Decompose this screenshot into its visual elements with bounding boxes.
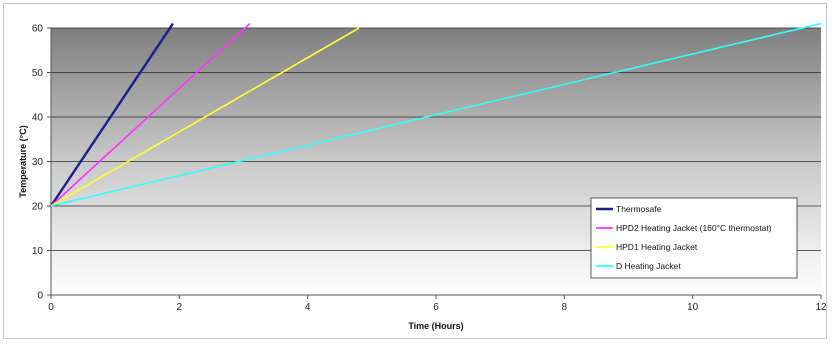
y-axis-ticks: 0 10 20 30 40 50 60	[32, 24, 51, 302]
x-tick-label-3: 6	[433, 302, 439, 313]
x-tick-label-1: 2	[177, 302, 183, 313]
legend-label-2: HPD1 Heating Jacket	[616, 242, 698, 252]
y-tick-label-3: 30	[32, 157, 44, 168]
y-tick-label-5: 50	[32, 68, 44, 79]
y-tick-label-4: 40	[32, 113, 44, 124]
series-line-1	[50, 22, 251, 207]
legend-box	[590, 197, 798, 279]
y-tick-label-6: 60	[32, 24, 44, 35]
x-tick-label-5: 10	[687, 302, 699, 313]
y-tick-label-2: 20	[32, 202, 44, 213]
y-tick-label-1: 10	[32, 246, 44, 257]
series-lines	[50, 22, 822, 207]
legend-label-3: D Heating Jacket	[616, 261, 681, 271]
legend-label-0: Thermosafe	[616, 204, 662, 214]
x-tick-label-6: 12	[815, 302, 827, 313]
x-axis-ticks: 0 2 4 6 8 10 12	[48, 295, 827, 313]
x-tick-label-2: 4	[305, 302, 311, 313]
legend-label-1: HPD2 Heating Jacket (160°C thermostat)	[616, 223, 772, 233]
series-line-3	[50, 22, 822, 207]
series-line-2	[50, 27, 360, 207]
series-line-0	[50, 22, 174, 207]
gridlines	[51, 27, 821, 251]
y-tick-label-0: 0	[37, 291, 43, 302]
x-tick-label-0: 0	[48, 302, 54, 313]
x-tick-label-4: 8	[562, 302, 568, 313]
legend: Thermosafe HPD2 Heating Jacket (160°C the…	[590, 197, 798, 279]
x-axis-label: Time (Hours)	[408, 321, 463, 331]
y-axis-label: Temperature (°C)	[18, 125, 28, 197]
